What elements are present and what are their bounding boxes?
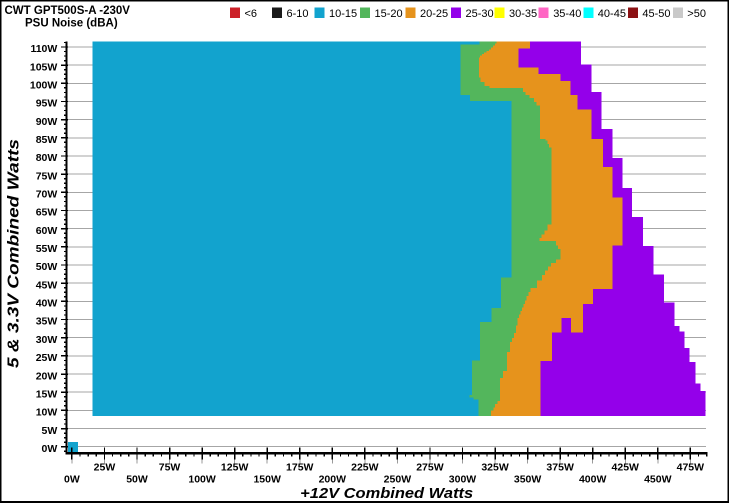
svg-text:+12V Combined Watts: +12V Combined Watts bbox=[300, 486, 473, 502]
svg-text:65W: 65W bbox=[36, 207, 58, 219]
svg-text:10W: 10W bbox=[36, 407, 58, 419]
svg-text:225W: 225W bbox=[351, 462, 379, 474]
svg-text:110W: 110W bbox=[30, 43, 57, 55]
svg-text:CWT GPT500S-A -230V: CWT GPT500S-A -230V bbox=[5, 5, 131, 17]
svg-text:40-45: 40-45 bbox=[598, 8, 626, 20]
svg-text:400W: 400W bbox=[579, 473, 607, 485]
svg-text:25-30: 25-30 bbox=[466, 8, 494, 20]
svg-text:35W: 35W bbox=[36, 316, 58, 328]
svg-text:125W: 125W bbox=[221, 462, 249, 474]
svg-text:95W: 95W bbox=[36, 98, 58, 110]
svg-text:100W: 100W bbox=[188, 473, 216, 485]
svg-text:85W: 85W bbox=[36, 134, 58, 146]
svg-text:0W: 0W bbox=[64, 473, 80, 485]
svg-text:6-10: 6-10 bbox=[287, 8, 309, 20]
svg-text:15W: 15W bbox=[36, 388, 58, 400]
svg-text:15-20: 15-20 bbox=[375, 8, 403, 20]
svg-text:55W: 55W bbox=[36, 243, 58, 255]
svg-text:45-50: 45-50 bbox=[642, 8, 670, 20]
svg-text:60W: 60W bbox=[36, 225, 58, 237]
svg-text:10-15: 10-15 bbox=[329, 8, 357, 20]
svg-text:45W: 45W bbox=[36, 279, 58, 291]
svg-text:325W: 325W bbox=[481, 462, 509, 474]
svg-text:375W: 375W bbox=[546, 462, 574, 474]
svg-text:150W: 150W bbox=[253, 473, 281, 485]
svg-text:250W: 250W bbox=[384, 473, 412, 485]
svg-text:20W: 20W bbox=[36, 370, 58, 382]
svg-text:40W: 40W bbox=[36, 298, 58, 310]
svg-text:>50: >50 bbox=[687, 8, 706, 20]
svg-text:20-25: 20-25 bbox=[420, 8, 448, 20]
svg-text:0W: 0W bbox=[42, 443, 58, 455]
svg-text:50W: 50W bbox=[36, 261, 58, 273]
svg-text:5 & 3.3V Combined Watts: 5 & 3.3V Combined Watts bbox=[6, 139, 23, 368]
svg-text:90W: 90W bbox=[36, 116, 58, 128]
svg-text:<6: <6 bbox=[245, 8, 258, 20]
svg-text:475W: 475W bbox=[677, 462, 705, 474]
svg-text:425W: 425W bbox=[612, 462, 640, 474]
svg-text:350W: 350W bbox=[514, 473, 542, 485]
svg-text:75W: 75W bbox=[36, 170, 58, 182]
svg-text:25W: 25W bbox=[94, 462, 116, 474]
svg-text:105W: 105W bbox=[30, 61, 58, 73]
svg-text:35-40: 35-40 bbox=[553, 8, 581, 20]
svg-text:80W: 80W bbox=[36, 152, 58, 164]
svg-text:PSU Noise (dBA): PSU Noise (dBA) bbox=[25, 17, 118, 29]
svg-text:30W: 30W bbox=[36, 334, 58, 346]
svg-text:75W: 75W bbox=[159, 462, 181, 474]
svg-text:100W: 100W bbox=[30, 80, 58, 92]
svg-text:200W: 200W bbox=[319, 473, 347, 485]
svg-text:450W: 450W bbox=[644, 473, 672, 485]
svg-text:300W: 300W bbox=[449, 473, 477, 485]
svg-text:5W: 5W bbox=[42, 425, 58, 437]
svg-text:50W: 50W bbox=[126, 473, 148, 485]
svg-text:30-35: 30-35 bbox=[509, 8, 537, 20]
svg-text:275W: 275W bbox=[416, 462, 444, 474]
svg-text:70W: 70W bbox=[36, 189, 58, 201]
svg-text:175W: 175W bbox=[286, 462, 314, 474]
svg-text:25W: 25W bbox=[36, 352, 58, 364]
